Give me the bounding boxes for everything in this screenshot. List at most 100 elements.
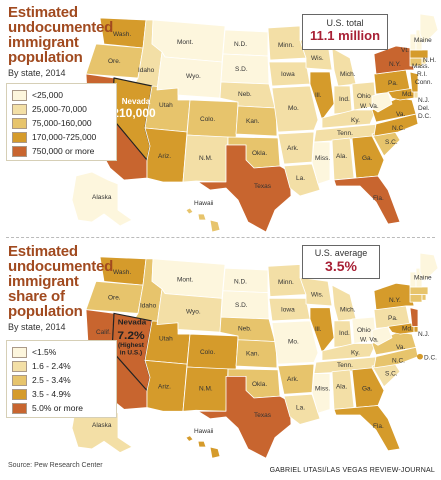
panel-title: Estimated undocumented immigrant populat… — [8, 5, 113, 65]
label-maine: Maine — [414, 37, 432, 44]
legend-item: 75,000-160,000 — [12, 116, 112, 130]
callout-value: 3.5% — [325, 258, 357, 274]
legend-item: 5.0% or more — [12, 401, 112, 415]
label-calif: Calif. — [96, 329, 111, 336]
state-ill — [309, 71, 335, 121]
legend-label: <1.5% — [32, 347, 57, 357]
state-alaska — [71, 171, 133, 227]
state-fla — [333, 175, 401, 225]
label-sd: S.D. — [235, 302, 248, 309]
label-okla: Okla. — [252, 150, 267, 157]
legend-swatch — [12, 402, 27, 414]
label-va: Va. — [396, 111, 405, 118]
legend-label: 75,000-160,000 — [32, 118, 92, 128]
label-wash: Wash. — [113, 269, 131, 276]
label-colo: Colo. — [200, 349, 215, 356]
source-note: Source: Pew Research Center — [8, 462, 103, 469]
label-mont: Mont. — [177, 277, 193, 284]
title-line: share of — [8, 288, 65, 305]
label-alaska: Alaska — [92, 422, 112, 429]
label-ohio: Ohio — [357, 327, 371, 334]
state-fla — [333, 405, 401, 452]
state-miss — [311, 141, 331, 185]
title-line: population — [8, 303, 83, 320]
legend-label: 25,000-70,000 — [32, 104, 87, 114]
label-ariz: Ariz. — [158, 153, 171, 160]
label-ill: Ill. — [315, 92, 322, 99]
state-ga — [351, 135, 385, 179]
label-hawaii: Hawaii — [194, 200, 214, 207]
legend-swatch — [12, 346, 27, 358]
state-maine — [419, 13, 439, 45]
label-alaska: Alaska — [92, 194, 112, 201]
legend-label: <25,000 — [32, 90, 63, 100]
label-sc: S.C. — [385, 139, 398, 146]
label-sd: S.D. — [235, 66, 248, 73]
label-ark: Ark. — [287, 376, 299, 383]
label-wash: Wash. — [113, 31, 131, 38]
state-mo — [271, 85, 319, 133]
legend-swatch — [12, 145, 27, 157]
label-md: Md. — [402, 325, 413, 332]
label-wis: Wis. — [311, 292, 324, 299]
title-line: population — [8, 49, 83, 66]
legend-item: <25,000 — [12, 88, 112, 102]
label-ore: Ore. — [108, 294, 121, 301]
state-md — [387, 322, 415, 335]
state-labels: Wash. Ore. Idaho Mont. Wyo. Utah Calif. … — [92, 31, 436, 207]
label-tenn: Tenn. — [337, 362, 353, 369]
label-mich: Mich. — [340, 71, 356, 78]
state-ky — [321, 109, 377, 129]
label-kan: Kan. — [246, 118, 260, 125]
label-vt: Vt. — [401, 47, 409, 54]
nevada-note: in U.S.) — [120, 350, 142, 357]
graphic-credit: GABRIEL UTASI/LAS VEGAS REVIEW-JOURNAL — [269, 467, 435, 474]
legend-swatch — [12, 374, 27, 386]
label-conn: Conn. — [415, 79, 433, 86]
label-ga: Ga. — [362, 155, 373, 162]
state-va — [371, 331, 417, 356]
label-iowa: Iowa — [281, 71, 295, 78]
label-kan: Kan. — [246, 351, 260, 358]
label-pa: Pa. — [388, 315, 398, 322]
label-pa: Pa. — [388, 80, 398, 87]
state-mich — [331, 284, 357, 322]
panel-subtitle: By state, 2014 — [8, 68, 66, 78]
panel-subtitle: By state, 2014 — [8, 322, 66, 332]
callout-label: U.S. average — [314, 248, 368, 258]
legend-item: 25,000-70,000 — [12, 102, 112, 116]
state-miss — [311, 373, 331, 414]
us-total-callout: U.S. total 11.1 million — [302, 14, 388, 50]
label-ny: N.Y. — [389, 61, 401, 68]
callout-value: 11.1 million — [309, 28, 381, 43]
label-sc: S.C. — [385, 371, 398, 378]
us-map-population: Nevada 210,000 Wash. Ore. Idaho Mont. Wy… — [71, 13, 439, 233]
nevada-label: Nevada — [118, 318, 147, 327]
label-idaho: Idaho — [138, 67, 155, 74]
label-mont: Mont. — [177, 39, 193, 46]
share-map-panel: Nevada 7.2% (Highest in U.S.) Wash. Ore.… — [0, 240, 441, 462]
label-ariz: Ariz. — [158, 384, 171, 391]
state-ga — [351, 367, 385, 408]
legend-label: 3.5 - 4.9% — [32, 389, 71, 399]
state-conn — [409, 294, 423, 303]
state-ky — [321, 343, 377, 361]
label-neb: Neb. — [238, 325, 252, 332]
label-nj: N.J. — [418, 331, 430, 338]
label-nc: N.C. — [392, 357, 405, 364]
callout-label: U.S. total — [326, 18, 364, 28]
label-fla: Fla. — [373, 195, 384, 202]
label-wva: W. Va. — [360, 337, 379, 344]
map-legend: <1.5% 1.6 - 2.4% 2.5 - 3.4% 3.5 - 4.9% 5… — [6, 340, 117, 418]
label-mo: Mo. — [288, 105, 299, 112]
label-ark: Ark. — [287, 145, 299, 152]
state-wis — [299, 277, 333, 307]
label-ala: Ala. — [336, 384, 347, 391]
legend-item: 2.5 - 3.4% — [12, 373, 112, 387]
population-map-panel: Nevada 210,000 Wash. Ore. Idaho Mont. Wy… — [0, 0, 441, 236]
state-nm — [182, 134, 229, 183]
label-ga: Ga. — [362, 386, 373, 393]
label-hawaii: Hawaii — [194, 428, 213, 435]
label-mo: Mo. — [288, 339, 299, 346]
state-mich — [331, 47, 357, 87]
